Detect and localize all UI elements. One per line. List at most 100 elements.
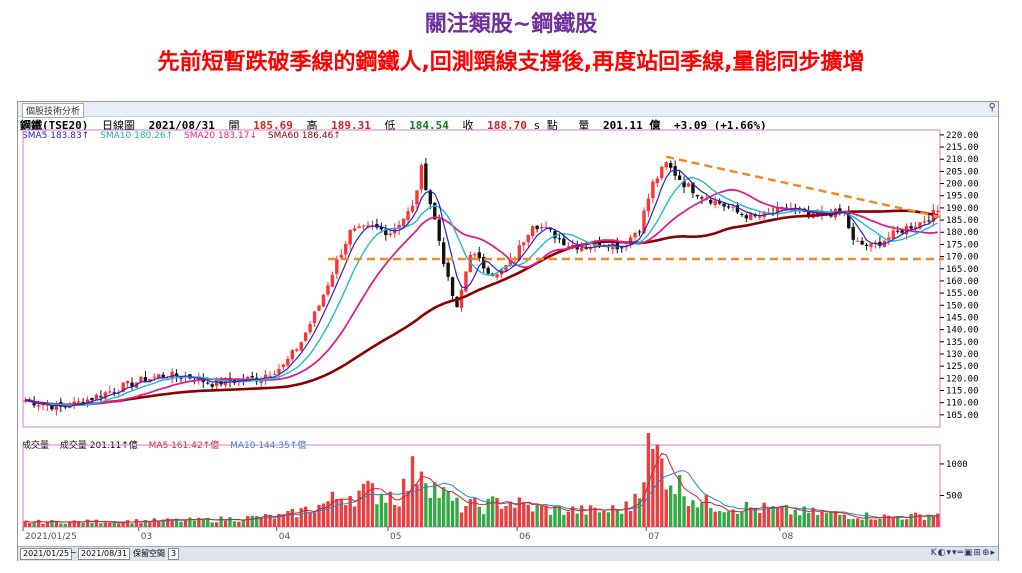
volume-bar [63,523,67,527]
candle-body [642,210,646,234]
volume-bar [246,516,250,527]
volume-bar [361,483,366,527]
price-tick-label: 195.00 [946,192,979,202]
volume-bar [775,507,780,527]
volume-bar [188,517,192,527]
candle-body [522,242,526,246]
price-tick-label: 185.00 [946,216,979,226]
volume-bar [125,520,130,527]
sma5-line [25,169,939,408]
candle-body [646,198,651,212]
volume-bar [490,496,495,527]
volume-bar [936,513,940,527]
candle-body [419,165,424,190]
volume-bar [108,522,112,527]
volume-bar [348,495,352,527]
chart-type-label: 日線圖 [101,119,135,132]
volume-bar [161,519,165,527]
candle-body [130,382,134,387]
candle-body [553,231,557,239]
volume-bar [624,501,628,527]
volume-bar [535,503,539,527]
end-date-select[interactable]: 2021/08/31 [78,548,131,560]
candle-body [557,238,562,240]
volume-bar [806,512,811,527]
candle-body [321,294,326,307]
candle-body [838,208,842,213]
price-volume-chart: 105.00 110.00 115.00 120.00 125.00 130.00 135.… [22,129,979,542]
volume-bar [526,504,530,527]
volume-bar [726,511,731,527]
candle-body [415,190,419,205]
candle-body [268,375,272,377]
candle-body [860,240,864,245]
candle-body [539,227,544,229]
volume-bar [299,508,303,527]
x-tick-label: 06 [519,532,531,542]
candle-body [139,376,143,382]
volume-bar [927,515,931,527]
candle-body [246,377,250,379]
volume-bar [183,519,188,527]
volume-bar [370,483,375,527]
legend-sma60: SMA60 186.46↑ [267,131,341,141]
volume-bar [562,514,566,527]
volume-bar [59,523,63,527]
volume-bar [495,497,499,527]
price-tick-label: 110.00 [946,399,979,409]
symbol-label: 鋼鐵(TSE20) [20,119,89,132]
candle-body [597,240,602,247]
candle-body [482,256,486,269]
volume-tick-label: 1000 [946,460,968,470]
volume-bar [522,501,526,527]
candle-body [504,264,508,271]
candle-body [335,259,339,274]
volume-bar [401,478,406,527]
volume-bar [615,509,619,527]
candle-body [896,230,900,232]
candle-body [406,211,410,220]
volume-bar [139,523,143,527]
volume-panel-frame [22,444,941,528]
volume-bar [664,489,668,527]
toolbar-icons[interactable]: K◐▾▾═▣⊞⊕▸ [930,548,996,558]
candle-body [806,211,811,218]
candle-body [682,181,686,188]
volume-bar [677,474,682,527]
volume-bar [918,514,922,527]
candle-body [691,182,695,194]
tab-technical-analysis[interactable]: 個股技術分析 [22,103,85,118]
volume-bar [544,505,548,527]
volume-bar [219,516,223,527]
volume-bar [833,511,838,527]
candle-body [749,213,753,220]
start-date-select[interactable]: 2021/01/25 [20,548,73,560]
unit-label: s 點 [533,119,558,132]
volume-bar [891,516,895,527]
volume-bar [232,521,237,527]
magnifier-icon[interactable]: ⚲ [988,102,996,113]
volume-bar [277,513,281,527]
volume-bar [344,505,348,527]
volume-bar [272,518,277,527]
volume-bar [330,491,335,527]
volume-bar [41,523,45,527]
close-label: 收 [462,119,474,132]
price-tick-label: 125.00 [946,362,979,372]
candle-body [775,207,780,215]
candle-body [41,404,45,406]
volume-bar [295,517,299,527]
date-label: 2021/08/31 [148,119,215,132]
candle-body [588,247,593,250]
volume-bar [922,520,927,527]
volume-panel-label: 成交量 [22,441,50,451]
candle-body [744,215,749,219]
volume-ma10-line [25,470,938,523]
keep-space-input[interactable]: 3 [168,548,180,560]
volume-bar [584,514,588,527]
candle-body [352,228,357,231]
volume-legend-ma5: MA5 161.42↑億 [148,441,220,451]
volume-bar [428,497,432,527]
volume-bar [531,511,535,527]
volume-bar [838,514,842,527]
